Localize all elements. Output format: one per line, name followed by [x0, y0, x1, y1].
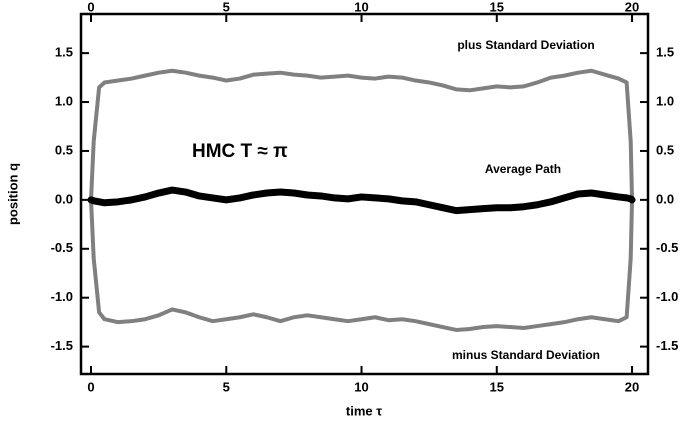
- annotation: plus Standard Deviation: [457, 38, 594, 52]
- x-tick-label: 10: [354, 0, 368, 14]
- y-tick-label: -0.5: [656, 240, 678, 255]
- x-tick-label: 10: [354, 379, 368, 394]
- y-tick-label: 1.5: [656, 45, 674, 60]
- annotation: minus Standard Deviation: [452, 348, 600, 362]
- annotation: Average Path: [485, 162, 561, 176]
- y-tick-label: 1.0: [55, 93, 73, 108]
- plot-frame: [79, 12, 650, 376]
- y-tick-label: 0.5: [55, 142, 73, 157]
- y-axis-label: position q: [5, 163, 20, 225]
- y-tick-label: 1.0: [656, 93, 674, 108]
- y-tick-label: -0.5: [51, 240, 73, 255]
- y-tick-label: 0.5: [656, 142, 674, 157]
- x-tick-label: 5: [223, 0, 230, 14]
- x-tick-label: 5: [223, 379, 230, 394]
- annotation: HMC T ≈ π: [192, 141, 288, 162]
- y-tick-label: -1.5: [656, 338, 678, 353]
- y-tick-label: -1.5: [51, 338, 73, 353]
- x-tick-label: 20: [625, 379, 639, 394]
- x-tick-label: 15: [490, 0, 504, 14]
- x-tick-label: 0: [87, 0, 94, 14]
- y-tick-label: 0.0: [55, 191, 73, 206]
- series-line: [89, 197, 635, 332]
- x-axis-label: time τ: [346, 403, 382, 418]
- series-line: [89, 68, 635, 202]
- y-tick-label: 1.5: [55, 45, 73, 60]
- y-tick-label: -1.0: [51, 289, 73, 304]
- x-tick-label: 20: [625, 0, 639, 14]
- series-line: [87, 186, 636, 215]
- x-tick-label: 15: [490, 379, 504, 394]
- y-tick-label: 0.0: [656, 191, 674, 206]
- y-tick-label: -1.0: [656, 289, 678, 304]
- x-tick-label: 0: [87, 379, 94, 394]
